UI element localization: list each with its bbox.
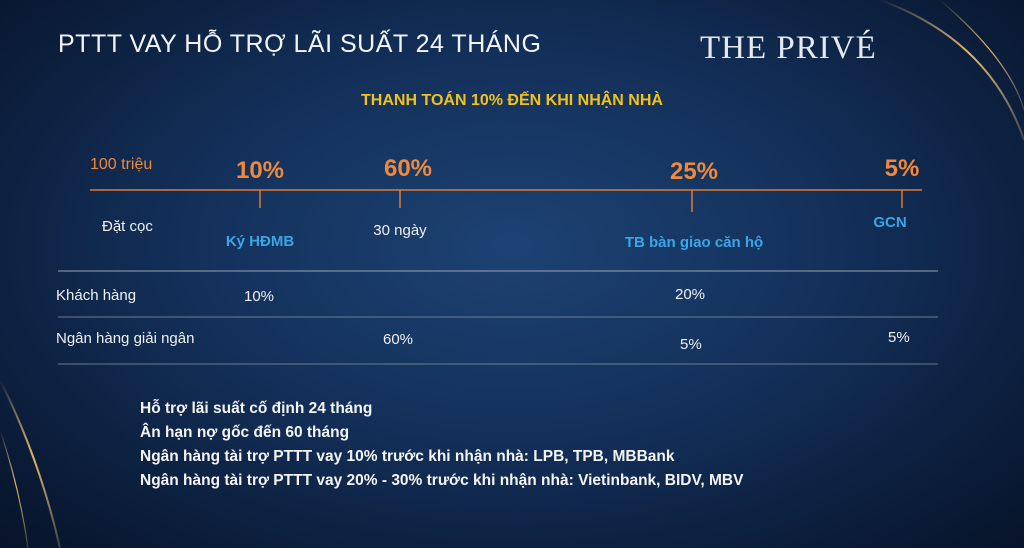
cell: 5% [888, 329, 910, 346]
note: Hỗ trợ lãi suất cố định 24 tháng [140, 400, 373, 417]
subtitle: THANH TOÁN 10% ĐẾN KHI NHẬN NHÀ [361, 92, 663, 109]
cell: 10% [244, 288, 275, 305]
cell: 5% [680, 336, 702, 353]
row-label: Ngân hàng giải ngân [56, 330, 195, 347]
note: Ngân hàng tài trợ PTTT vay 20% - 30% trư… [140, 472, 744, 489]
milestone-label: TB bàn giao căn hộ [624, 234, 764, 251]
note: Ngân hàng tài trợ PTTT vay 10% trước khi… [140, 448, 675, 465]
deposit-amount: 100 triệu [90, 156, 153, 173]
row-label: Khách hàng [56, 287, 137, 304]
title: PTTT VAY HỖ TRỢ LÃI SUẤT 24 THÁNG [58, 30, 542, 58]
cell: 60% [383, 331, 414, 348]
logo: THE PRIVÉ [700, 30, 877, 66]
milestone-percent: 5% [884, 155, 920, 182]
milestone-label: GCN [873, 214, 907, 231]
milestone-percent: 10% [235, 157, 285, 184]
milestone-percent: 60% [383, 155, 433, 182]
cell: 20% [675, 286, 706, 303]
milestone-percent: 25% [669, 158, 719, 185]
milestone-label: 30 ngày [373, 222, 427, 239]
note: Ân hạn nợ gốc đến 60 tháng [140, 424, 350, 441]
deposit-label: Đặt cọc [102, 218, 153, 235]
milestone-label: Ký HĐMB [225, 233, 295, 250]
